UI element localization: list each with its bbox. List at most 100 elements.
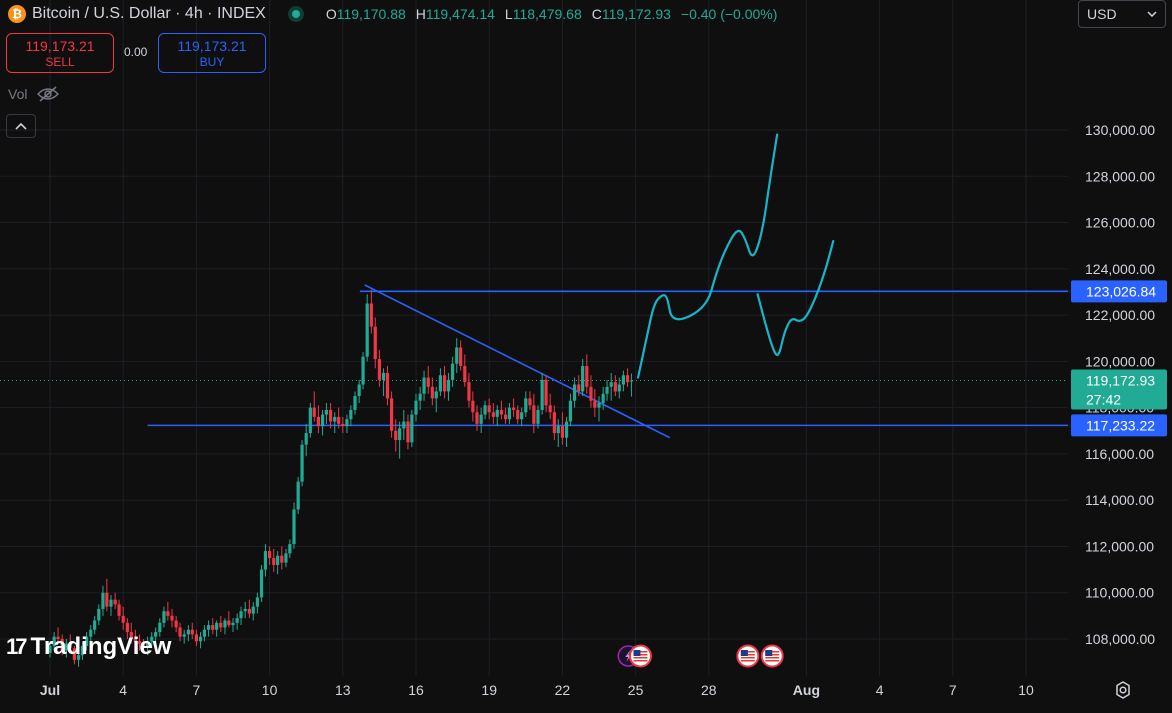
candle <box>64 643 68 651</box>
candle <box>219 622 223 628</box>
candle <box>463 365 467 383</box>
last-price-label <box>1071 369 1167 410</box>
buy-price: 119,173.21 <box>177 38 247 54</box>
candle <box>536 409 540 424</box>
candle <box>72 648 76 660</box>
candle <box>349 409 353 420</box>
candle <box>174 620 178 628</box>
candle <box>276 555 280 565</box>
sell-button[interactable]: 119,173.21 SELL <box>6 33 114 73</box>
candle <box>239 611 243 619</box>
candle <box>442 375 447 392</box>
y-tick-label: 112,000.00 <box>1085 538 1154 554</box>
candle <box>56 636 60 639</box>
candle <box>300 444 304 482</box>
candle <box>487 405 491 413</box>
candles <box>48 289 634 667</box>
time-axis <box>0 676 1172 713</box>
y-tick-label: 126,000.00 <box>1085 215 1155 231</box>
tradingview-logo-icon: 17 <box>6 634 28 659</box>
candle <box>337 416 341 424</box>
candle <box>162 611 166 623</box>
candle <box>406 421 410 443</box>
candle <box>528 398 532 406</box>
currency-select[interactable]: USD <box>1078 0 1166 28</box>
collapse-legend-button[interactable] <box>6 114 36 138</box>
candle <box>601 393 605 404</box>
candle <box>556 426 560 434</box>
candle <box>117 604 121 616</box>
candle <box>48 645 52 653</box>
candle <box>85 636 89 646</box>
candle <box>605 386 609 394</box>
y-tick-label: 122,000.00 <box>1085 307 1155 323</box>
candle <box>361 356 365 385</box>
eye-hidden-icon[interactable] <box>37 86 60 102</box>
price-label-text: 123,026.84 <box>1086 283 1156 299</box>
x-tick-label: 16 <box>408 682 424 698</box>
candle <box>593 400 597 408</box>
candle <box>194 634 198 642</box>
sell-price: 119,173.21 <box>25 38 95 54</box>
candle <box>353 396 357 410</box>
candle <box>178 627 182 637</box>
volume-indicator[interactable]: Vol <box>8 86 60 102</box>
candle <box>540 379 544 410</box>
x-tick-label: Jul <box>40 682 60 698</box>
candle <box>312 407 316 417</box>
candle <box>272 558 276 565</box>
candle <box>381 372 386 380</box>
candle <box>577 384 581 392</box>
candle <box>365 303 369 357</box>
candle <box>227 620 231 626</box>
us-flag-icon <box>736 644 760 668</box>
candle <box>402 421 406 429</box>
candle <box>467 382 471 401</box>
candle <box>394 430 398 441</box>
x-tick-label: 22 <box>555 682 571 698</box>
candle <box>333 416 337 422</box>
tradingview-logo[interactable]: 17 TradingView <box>6 633 171 661</box>
candle <box>166 611 170 616</box>
y-tick-label: 108,000.00 <box>1085 631 1155 647</box>
candle <box>146 641 150 646</box>
candle <box>341 423 345 427</box>
candle <box>503 414 508 420</box>
y-tick-label: 124,000.00 <box>1085 261 1155 277</box>
candle <box>483 405 487 415</box>
y-tick-label: 110,000.00 <box>1085 585 1154 601</box>
candle <box>141 643 146 646</box>
buy-button[interactable]: 119,173.21 BUY <box>158 33 266 73</box>
candle <box>231 622 235 626</box>
candle <box>182 634 186 637</box>
candle <box>101 592 105 609</box>
x-tick-label: 25 <box>628 682 644 698</box>
chart-header: ₿ Bitcoin / U.S. Dollar · 4h · INDEX O11… <box>8 3 777 25</box>
candle <box>198 636 203 642</box>
candle <box>548 405 552 413</box>
candle <box>68 643 72 649</box>
candle <box>544 379 548 406</box>
level-price-label <box>1071 414 1167 437</box>
candle <box>573 384 577 401</box>
low-value: 118,479.68 <box>512 6 582 22</box>
close-value: 119,172.93 <box>601 6 671 22</box>
y-tick-label: 116,000.00 <box>1085 446 1154 462</box>
candle <box>613 382 617 392</box>
x-tick-label: 28 <box>701 682 717 698</box>
candle <box>215 622 219 630</box>
high-value: 119,474.14 <box>425 6 495 22</box>
candle <box>129 632 133 639</box>
candle <box>60 639 64 651</box>
sell-label: SELL <box>45 55 75 69</box>
y-tick-label: 120,000.00 <box>1085 353 1155 369</box>
market-status-icon[interactable] <box>287 6 304 22</box>
candle <box>76 655 81 660</box>
candle <box>422 377 426 394</box>
candle <box>259 569 264 598</box>
settings-icon[interactable] <box>1113 680 1133 700</box>
candle <box>263 551 268 570</box>
candle <box>247 608 251 614</box>
symbol-title[interactable]: Bitcoin / U.S. Dollar · 4h · INDEX <box>32 5 266 22</box>
